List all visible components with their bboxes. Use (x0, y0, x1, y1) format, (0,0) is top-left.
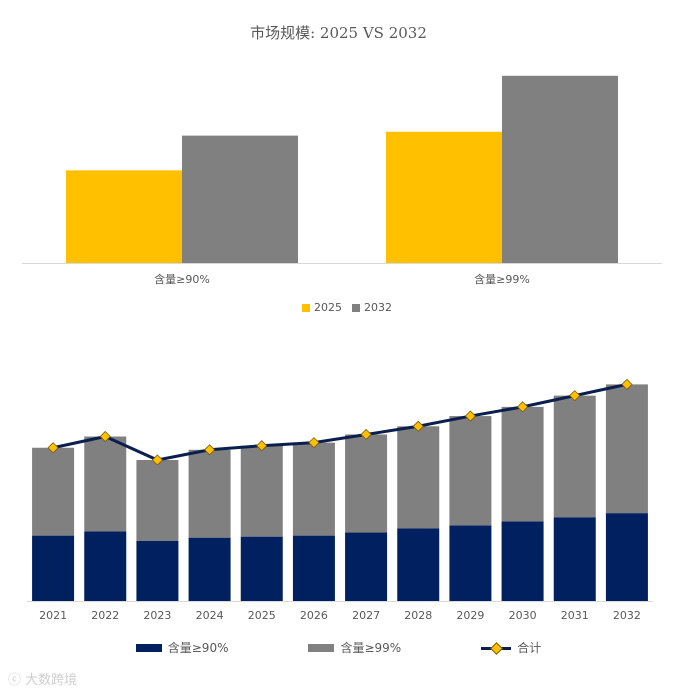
stack-bar-99-2025 (240, 445, 283, 537)
total-marker-2022 (99, 430, 111, 443)
year-tick-label-2031: 2031 (561, 609, 589, 622)
total-marker-2026 (308, 437, 320, 449)
stack-bar-99-2032 (605, 384, 648, 514)
x-tick-label-1: 含量≥99% (474, 272, 530, 286)
legend-item-2032: 2032 (352, 301, 392, 314)
bar-2025-0 (66, 170, 182, 263)
legend-label-total: 合计 (517, 641, 542, 655)
year-tick-label-2026: 2026 (300, 609, 328, 622)
year-tick-label-2030: 2030 (509, 609, 537, 622)
total-marker-2028 (412, 420, 424, 432)
watermark-text: 大数跨境 (25, 673, 78, 688)
legend-swatch-99 (308, 643, 335, 652)
legend-swatch-90 (135, 643, 162, 652)
stack-bar-99-2022 (84, 436, 127, 532)
year-tick-label-2022: 2022 (91, 609, 119, 622)
total-marker-2023 (151, 454, 163, 466)
stack-bar-90-2028 (397, 528, 440, 601)
total-marker-2027 (360, 428, 372, 441)
total-marker-2025 (256, 440, 268, 452)
top-legend: 2025 2032 (302, 301, 402, 314)
stack-bar-90-2027 (345, 532, 388, 601)
bar-2032-0 (182, 135, 298, 263)
stack-bar-99-2024 (188, 449, 231, 538)
legend-label-2032: 2032 (364, 301, 392, 314)
stack-bar-90-2025 (240, 536, 283, 601)
stack-bar-90-2024 (188, 537, 231, 601)
stack-bar-99-2027 (345, 434, 388, 533)
year-tick-label-2029: 2029 (456, 609, 484, 622)
stack-bar-90-2023 (136, 540, 179, 601)
year-tick-label-2032: 2032 (613, 609, 641, 622)
total-marker-2024 (204, 444, 216, 456)
x-tick-label-0: 含量≥90% (154, 272, 210, 286)
year-tick-label-2023: 2023 (143, 609, 171, 622)
chart-title: 市场规模: 2025 VS 2032 (250, 24, 427, 42)
stack-bar-99-2023 (136, 460, 179, 541)
stack-bar-99-2028 (397, 426, 440, 529)
stack-bar-90-2031 (553, 517, 596, 601)
legend-item-total: 合计 (481, 639, 541, 656)
bottom-legend: 含量≥90% 含量≥99% 合计 (0, 639, 677, 656)
stack-bar-90-2026 (292, 535, 335, 601)
year-tick-label-2028: 2028 (404, 609, 432, 622)
stack-bar-99-2026 (292, 442, 335, 536)
stack-bar-90-2030 (501, 521, 544, 601)
stack-bar-99-2030 (501, 406, 544, 522)
total-marker-2032 (621, 378, 633, 390)
total-line (52, 382, 628, 462)
year-tick-label-2024: 2024 (196, 609, 224, 622)
legend-label-2025: 2025 (314, 301, 342, 314)
legend-item-2025: 2025 (302, 301, 342, 314)
legend-swatch-total (481, 641, 512, 655)
watermark-icon: ⓒ (8, 673, 22, 688)
year-tick-label-2027: 2027 (352, 609, 380, 622)
legend-label-90: 含量≥90% (167, 641, 229, 655)
year-tick-label-2025: 2025 (248, 609, 276, 622)
watermark-logo: ⓒ 大数跨境 (8, 669, 77, 688)
legend-swatch-2032 (352, 303, 360, 312)
year-tick-label-2021: 2021 (39, 609, 67, 622)
total-marker-2031 (569, 390, 581, 402)
stack-bar-90-2022 (84, 531, 127, 601)
stack-bar-90-2032 (605, 513, 648, 601)
stack-bar-99-2029 (449, 416, 492, 526)
total-marker-2029 (464, 410, 476, 422)
stack-bar-99-2021 (32, 447, 75, 536)
legend-label-99: 含量≥99% (340, 641, 402, 655)
legend-swatch-2025 (302, 303, 310, 312)
market-size-comparison-chart: 含量≥90% 含量≥99% (22, 75, 662, 286)
stack-bar-90-2021 (32, 535, 75, 601)
legend-item-90: 含量≥90% (135, 639, 229, 656)
total-marker-2030 (517, 401, 529, 413)
bar-2032-1 (502, 75, 618, 263)
legend-item-99: 含量≥99% (308, 639, 401, 656)
total-marker-2021 (47, 442, 59, 454)
stack-bar-90-2029 (449, 525, 492, 601)
bar-2025-1 (386, 131, 502, 263)
stack-bar-99-2031 (553, 395, 596, 518)
